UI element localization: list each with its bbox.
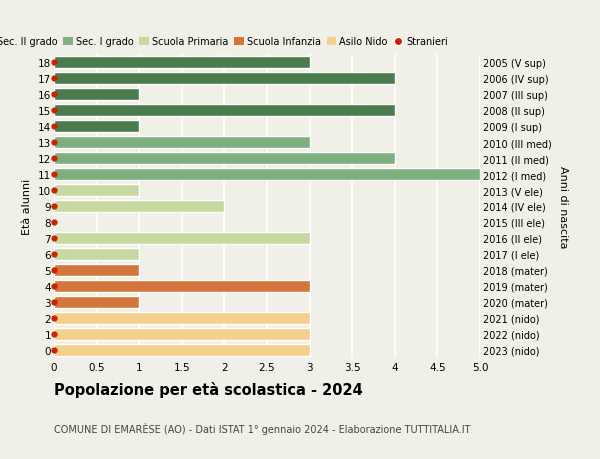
Bar [54, 248, 139, 261]
Bar [54, 296, 139, 308]
Bar [54, 57, 310, 69]
Bar [54, 137, 310, 149]
Bar [54, 185, 139, 197]
Text: Popolazione per età scolastica - 2024: Popolazione per età scolastica - 2024 [54, 381, 363, 397]
Bar [54, 312, 310, 325]
Y-axis label: Età alunni: Età alunni [22, 179, 32, 235]
Bar [54, 168, 480, 181]
Bar [54, 152, 395, 165]
Bar [54, 89, 139, 101]
Bar [54, 280, 310, 292]
Legend: Sec. II grado, Sec. I grado, Scuola Primaria, Scuola Infanzia, Asilo Nido, Stran: Sec. II grado, Sec. I grado, Scuola Prim… [0, 37, 448, 47]
Bar [54, 328, 310, 340]
Bar [54, 264, 139, 276]
Bar [54, 344, 310, 356]
Bar [54, 232, 310, 245]
Bar [54, 73, 395, 85]
Text: COMUNE DI EMARÈSE (AO) - Dati ISTAT 1° gennaio 2024 - Elaborazione TUTTITALIA.IT: COMUNE DI EMARÈSE (AO) - Dati ISTAT 1° g… [54, 422, 470, 434]
Bar [54, 121, 139, 133]
Y-axis label: Anni di nascita: Anni di nascita [559, 165, 568, 248]
Bar [54, 105, 395, 117]
Bar [54, 200, 224, 213]
